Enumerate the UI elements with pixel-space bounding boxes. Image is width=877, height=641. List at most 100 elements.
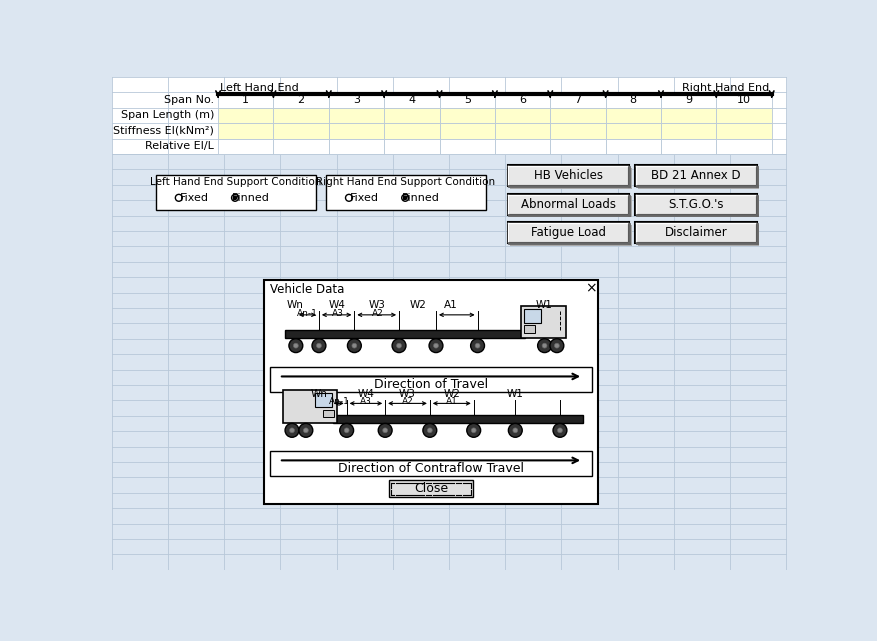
Text: ×: × [585, 281, 596, 296]
Circle shape [542, 343, 547, 348]
Text: Wn: Wn [287, 300, 303, 310]
Bar [495, 108, 550, 123]
Circle shape [346, 194, 353, 201]
Bar [522, 306, 567, 338]
Circle shape [471, 428, 476, 433]
Bar [661, 92, 717, 108]
Bar [606, 92, 661, 108]
Text: Right Hand End: Right Hand End [682, 83, 769, 93]
Text: A3: A3 [332, 309, 344, 318]
Circle shape [423, 424, 437, 437]
Text: Fatigue Load: Fatigue Load [531, 226, 606, 239]
Bar [439, 108, 495, 123]
Bar [439, 92, 495, 108]
Circle shape [339, 424, 353, 437]
Bar [439, 123, 495, 138]
Text: Left Hand End: Left Hand End [220, 83, 299, 93]
Bar [508, 165, 630, 187]
Bar [269, 367, 592, 392]
Bar [323, 410, 333, 417]
Bar [638, 225, 759, 246]
Bar [384, 108, 439, 123]
Bar [384, 138, 439, 154]
Bar [495, 138, 550, 154]
Bar [510, 168, 631, 188]
Circle shape [382, 428, 388, 433]
Bar [315, 394, 332, 407]
Bar [550, 92, 606, 108]
Circle shape [303, 428, 309, 433]
Text: 5: 5 [464, 95, 471, 105]
Bar [661, 108, 717, 123]
Circle shape [558, 428, 562, 433]
Circle shape [402, 194, 409, 201]
Bar [156, 175, 316, 210]
Bar [524, 309, 541, 322]
Bar [550, 138, 606, 154]
Bar [661, 138, 717, 154]
Text: W3: W3 [369, 300, 386, 310]
Bar [329, 138, 384, 154]
Text: A2: A2 [372, 309, 383, 318]
Text: 7: 7 [574, 95, 581, 105]
Bar [606, 108, 661, 123]
Text: 4: 4 [409, 95, 416, 105]
Circle shape [509, 424, 522, 437]
Circle shape [550, 338, 564, 353]
Text: 1: 1 [242, 95, 249, 105]
Circle shape [299, 424, 313, 437]
Text: 10: 10 [737, 95, 751, 105]
Circle shape [429, 338, 443, 353]
Text: Stiffness EI(kNm²): Stiffness EI(kNm²) [113, 126, 214, 136]
Bar [661, 123, 717, 138]
Text: 3: 3 [353, 95, 360, 105]
Bar [274, 92, 329, 108]
Bar [274, 123, 329, 138]
Bar [274, 108, 329, 123]
Bar [218, 92, 274, 108]
Circle shape [347, 338, 361, 353]
Text: W2: W2 [410, 300, 427, 310]
Text: Span No.: Span No. [164, 95, 214, 105]
Bar [495, 123, 550, 138]
Text: W2: W2 [444, 389, 460, 399]
Circle shape [467, 424, 481, 437]
Text: A1: A1 [446, 397, 458, 406]
Bar [606, 123, 661, 138]
Bar [606, 138, 661, 154]
Bar [384, 123, 439, 138]
Text: Span Length (m): Span Length (m) [121, 110, 214, 121]
Text: Pinned: Pinned [402, 193, 439, 203]
Bar [550, 123, 606, 138]
Bar [285, 330, 525, 338]
Bar [263, 280, 598, 503]
Bar [326, 175, 486, 210]
Text: 8: 8 [630, 95, 637, 105]
Text: Left Hand End Support Condition: Left Hand End Support Condition [150, 177, 322, 187]
Bar [269, 451, 592, 476]
Circle shape [475, 343, 480, 348]
Bar [112, 77, 788, 154]
Bar [717, 92, 772, 108]
Circle shape [317, 343, 321, 348]
Circle shape [175, 194, 182, 201]
Circle shape [312, 338, 326, 353]
Bar [218, 138, 274, 154]
Text: Wn: Wn [310, 389, 327, 399]
Bar [384, 92, 439, 108]
Bar [550, 108, 606, 123]
Circle shape [513, 428, 517, 433]
Circle shape [294, 343, 298, 348]
Text: Relative EI/L: Relative EI/L [146, 141, 214, 151]
Circle shape [403, 196, 407, 199]
Circle shape [233, 196, 237, 199]
Circle shape [553, 424, 567, 437]
Text: An-1: An-1 [329, 397, 349, 406]
Bar [636, 194, 757, 215]
Text: W1: W1 [507, 389, 524, 399]
Bar [495, 92, 550, 108]
Text: 6: 6 [519, 95, 526, 105]
Text: Pinned: Pinned [232, 193, 269, 203]
Text: HB Vehicles: HB Vehicles [534, 169, 602, 183]
Bar [510, 196, 631, 217]
